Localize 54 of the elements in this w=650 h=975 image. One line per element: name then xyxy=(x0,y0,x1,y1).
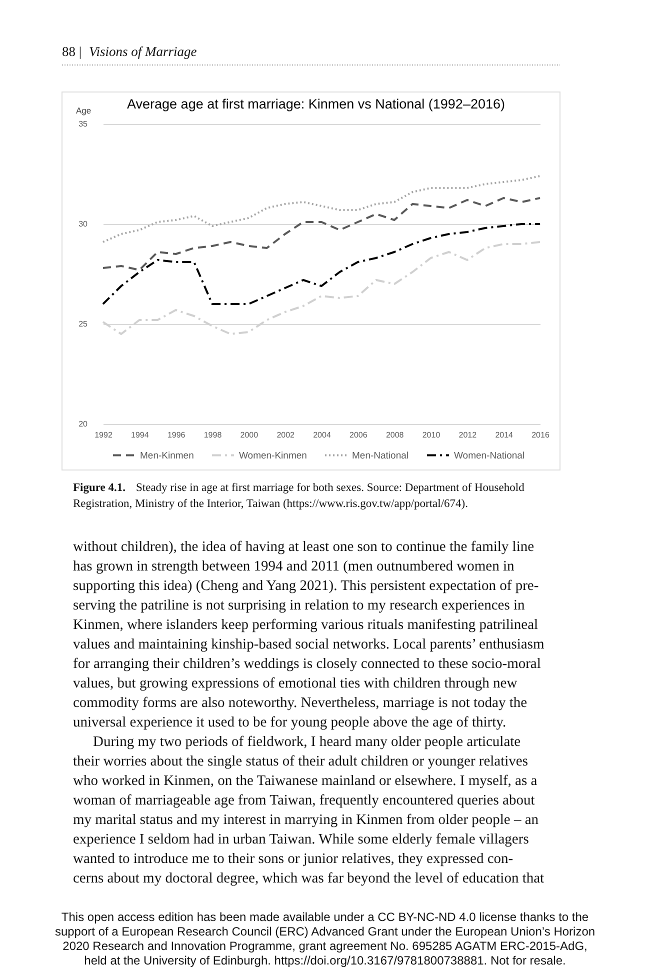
x-tick-label: 2016 xyxy=(532,430,550,440)
y-tick-label: 20 xyxy=(78,420,88,428)
text: During my two periods of fieldwork, I heard many older people articulate xyxy=(93,734,521,750)
x-tick-label: 2002 xyxy=(276,430,296,440)
x-tick-label: 1996 xyxy=(167,430,186,440)
x-tick-label: 2014 xyxy=(495,430,514,440)
legend-label: Women-Kinmen xyxy=(239,450,307,462)
x-tick-label: 2006 xyxy=(350,430,368,440)
line-series xyxy=(102,175,541,243)
text: Kinmen, where islanders keep performing various rituals manifesting patrilineal xyxy=(73,617,538,633)
text: commodity forms are also noteworthy. Nevertheless, marriage is not today the xyxy=(73,695,528,711)
text: has grown in strength between 1994 and 2011 (men outnumbered women in xyxy=(73,558,515,574)
text: without children), the idea of having at least one son to continue the family line xyxy=(73,539,534,555)
y-tick-label: 35 xyxy=(78,120,88,128)
text: my marital status and my interest in marrying in Kinmen from older people – an xyxy=(73,812,540,828)
x-tick-label: 1992 xyxy=(94,430,113,440)
text: experience I seldom had in urban Taiwan. While some elderly female villagers xyxy=(73,832,530,848)
text: values, but growing expressions of emotional ties with children through new xyxy=(73,676,518,692)
legend-label: Men-Kinmen xyxy=(140,450,194,462)
x-tick-label: 2004 xyxy=(313,430,332,440)
text: 88 | xyxy=(62,44,82,59)
text: who worked in Kinmen, on the Taiwanese mainland or elsewhere. I myself, as a xyxy=(73,773,538,789)
text: Visions of Marriage xyxy=(89,44,197,59)
text: supporting this idea) (Cheng and Yang 2021). This persistent expectation of pre- xyxy=(73,578,539,594)
y-axis-title: Age xyxy=(76,106,92,116)
text: for arranging their children’s weddings is closely connected to these socio-moral xyxy=(73,656,541,672)
x-tick-label: 1994 xyxy=(131,430,150,440)
text: Steady rise in age at first marriage for both sexes. Source: Department of Household xyxy=(136,482,525,494)
x-tick-label: 2000 xyxy=(240,430,259,440)
caption: Figure 4.1. xyxy=(73,482,126,494)
text: woman of marriageable age from Taiwan, frequently encountered queries about xyxy=(73,792,535,808)
text: their worries about the single status of their adult children or younger relatives xyxy=(73,754,528,770)
x-tick-label: 2008 xyxy=(386,430,404,440)
text: serving the patriline is not surprising in relation to my research experiences in xyxy=(73,598,526,614)
chart-title: Average age at first marriage: Kinmen vs National (1992–2016) xyxy=(127,96,505,112)
text: 2020 Research and Innovation Programme, grant agreement No. 695285 AGATM ERC-2015-AdG, xyxy=(62,939,588,953)
legend-label: Women-National xyxy=(454,450,525,462)
text: wanted to introduce me to their sons or junior relatives, they expressed con- xyxy=(73,851,514,867)
x-tick-label: 2012 xyxy=(458,430,478,440)
text: cerns about my doctoral degree, which was far beyond the level of education that xyxy=(73,870,544,886)
text: held at the University of Edinburgh. https://doi.org/10.3167/9781800738881. Not for resale. xyxy=(84,954,566,968)
x-tick-label: 2010 xyxy=(422,430,441,440)
text: This open access edition has been made available under a CC BY-NC-ND 4.0 license thanks to the xyxy=(61,910,589,924)
text: values and maintaining kinship-based social networks. Local parents’ enthusiasm xyxy=(73,636,545,652)
x-tick-label: 1998 xyxy=(204,430,222,440)
legend-label: Men-National xyxy=(352,450,408,462)
line-series xyxy=(102,223,541,305)
text: universal experience it used to be for young people above the age of thirty. xyxy=(73,714,506,730)
text: support of a European Research Council (ERC) Advanced Grant under the European Union’s Horizon xyxy=(54,924,596,938)
line-series xyxy=(102,197,541,271)
text: Registration, Ministry of the Interior, Taiwan (https://www.ris.gov.tw/app/portal/674). xyxy=(73,498,468,510)
y-tick-label: 25 xyxy=(78,320,88,328)
line-series xyxy=(102,241,541,335)
y-tick-label: 30 xyxy=(78,220,88,228)
